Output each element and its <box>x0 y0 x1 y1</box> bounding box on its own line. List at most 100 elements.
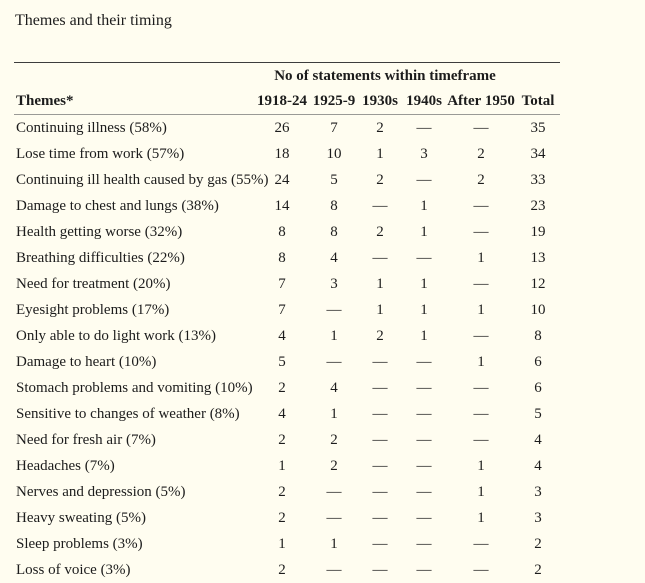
theme-cell: Breathing difficulties (22%) <box>14 245 254 271</box>
value-cell: 2 <box>254 375 310 401</box>
value-cell: 13 <box>516 245 560 271</box>
value-cell: — <box>446 271 516 297</box>
value-cell: 2 <box>358 323 402 349</box>
theme-cell: Need for fresh air (7%) <box>14 427 254 453</box>
theme-cell: Stomach problems and vomiting (10%) <box>14 375 254 401</box>
group-header-spacer-right <box>516 63 560 90</box>
value-cell: 23 <box>516 193 560 219</box>
group-header-row: No of statements within timeframe <box>14 63 560 90</box>
value-cell: — <box>402 557 446 583</box>
value-cell: 5 <box>310 167 358 193</box>
group-header: No of statements within timeframe <box>254 63 516 90</box>
theme-cell: Damage to chest and lungs (38%) <box>14 193 254 219</box>
theme-cell: Loss of voice (3%) <box>14 557 254 583</box>
value-cell: 8 <box>254 245 310 271</box>
value-cell: 8 <box>516 323 560 349</box>
value-cell: — <box>402 401 446 427</box>
value-cell: 1 <box>446 349 516 375</box>
value-cell: 5 <box>254 349 310 375</box>
theme-cell: Sleep problems (3%) <box>14 531 254 557</box>
value-cell: — <box>446 375 516 401</box>
theme-cell: Headaches (7%) <box>14 453 254 479</box>
value-cell: — <box>310 505 358 531</box>
value-cell: — <box>402 115 446 142</box>
value-cell: 1 <box>402 297 446 323</box>
value-cell: — <box>358 479 402 505</box>
value-cell: — <box>358 349 402 375</box>
value-cell: — <box>446 219 516 245</box>
value-cell: 1 <box>310 323 358 349</box>
value-cell: — <box>402 479 446 505</box>
value-cell: — <box>358 531 402 557</box>
theme-cell: Continuing ill health caused by gas (55%… <box>14 167 254 193</box>
theme-cell: Sensitive to changes of weather (8%) <box>14 401 254 427</box>
value-cell: — <box>358 557 402 583</box>
value-cell: 2 <box>310 453 358 479</box>
value-cell: 8 <box>310 193 358 219</box>
value-cell: — <box>402 375 446 401</box>
value-cell: 1 <box>254 453 310 479</box>
value-cell: 12 <box>516 271 560 297</box>
value-cell: — <box>402 531 446 557</box>
value-cell: 2 <box>516 557 560 583</box>
value-cell: 2 <box>446 141 516 167</box>
value-cell: — <box>446 115 516 142</box>
value-cell: — <box>358 401 402 427</box>
value-cell: 10 <box>516 297 560 323</box>
theme-cell: Continuing illness (58%) <box>14 115 254 142</box>
theme-cell: Damage to heart (10%) <box>14 349 254 375</box>
value-cell: 2 <box>516 531 560 557</box>
column-header-1940s: 1940s <box>402 89 446 115</box>
theme-cell: Nerves and depression (5%) <box>14 479 254 505</box>
value-cell: — <box>310 297 358 323</box>
value-cell: 8 <box>254 219 310 245</box>
value-cell: 1 <box>402 193 446 219</box>
table-row: Continuing ill health caused by gas (55%… <box>14 167 560 193</box>
table-row: Loss of voice (3%)2————2 <box>14 557 560 583</box>
value-cell: 3 <box>310 271 358 297</box>
value-cell: 1 <box>310 401 358 427</box>
value-cell: 3 <box>516 479 560 505</box>
theme-cell: Lose time from work (57%) <box>14 141 254 167</box>
value-cell: 2 <box>254 505 310 531</box>
value-cell: 2 <box>446 167 516 193</box>
value-cell: — <box>402 427 446 453</box>
column-header-1925-9: 1925-9 <box>310 89 358 115</box>
value-cell: — <box>446 427 516 453</box>
value-cell: 4 <box>310 375 358 401</box>
value-cell: 7 <box>254 271 310 297</box>
value-cell: — <box>402 245 446 271</box>
value-cell: 6 <box>516 375 560 401</box>
value-cell: — <box>310 557 358 583</box>
value-cell: 1 <box>254 531 310 557</box>
column-header-after-1950: After 1950 <box>446 89 516 115</box>
value-cell: 1 <box>446 453 516 479</box>
value-cell: 10 <box>310 141 358 167</box>
value-cell: — <box>446 401 516 427</box>
value-cell: 35 <box>516 115 560 142</box>
value-cell: 26 <box>254 115 310 142</box>
value-cell: — <box>446 557 516 583</box>
value-cell: — <box>310 479 358 505</box>
value-cell: 2 <box>254 479 310 505</box>
value-cell: — <box>402 349 446 375</box>
value-cell: 6 <box>516 349 560 375</box>
theme-cell: Need for treatment (20%) <box>14 271 254 297</box>
value-cell: — <box>358 375 402 401</box>
value-cell: 3 <box>516 505 560 531</box>
value-cell: 2 <box>358 115 402 142</box>
value-cell: 33 <box>516 167 560 193</box>
value-cell: 2 <box>254 557 310 583</box>
